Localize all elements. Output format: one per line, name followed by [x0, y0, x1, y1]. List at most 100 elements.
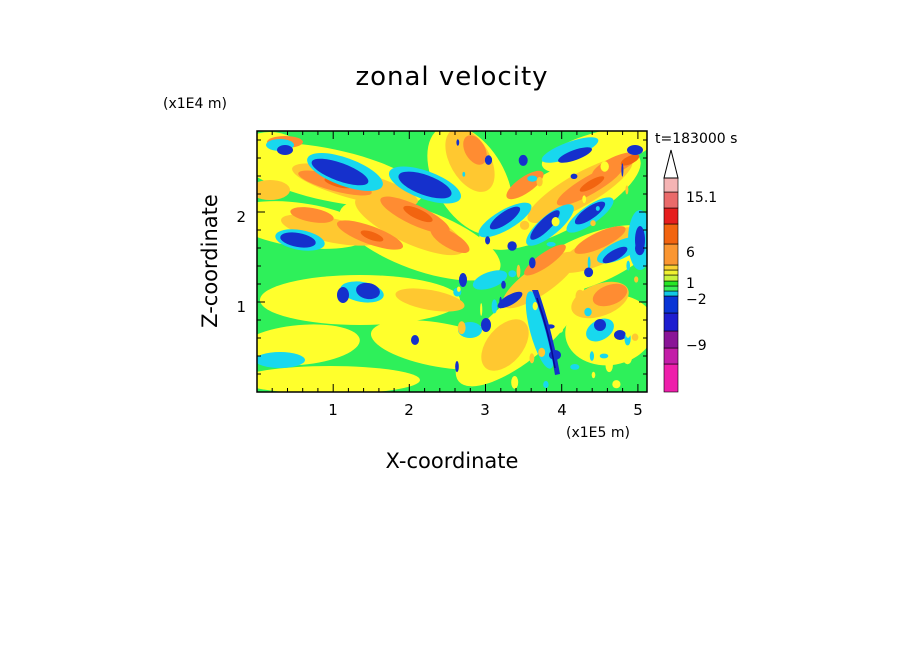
colorbar-label: 15.1 [686, 190, 717, 206]
colorbar-segment [663, 223, 679, 245]
speckle [570, 364, 580, 370]
yellow-region [257, 366, 420, 392]
speckle [557, 327, 563, 333]
gold-region [481, 319, 529, 371]
speckle [529, 353, 535, 364]
colorbar-segment [663, 243, 679, 266]
speckle [623, 351, 632, 365]
blue-region [356, 282, 380, 300]
cyan-region [525, 291, 555, 369]
speckle [584, 267, 594, 278]
colorbar-segment [663, 363, 679, 393]
plot-area [256, 130, 648, 393]
y-axis-title: Z-coordinate [198, 194, 222, 328]
orange-region [574, 226, 626, 254]
y-tick-label: 2 [236, 208, 246, 226]
blue-streak-core [536, 297, 556, 369]
y-unit-label: (x1E4 m) [163, 96, 227, 112]
colorbar-segment [663, 347, 679, 365]
speckle [463, 194, 474, 201]
x-tick-label: 5 [633, 401, 643, 419]
colorbar-segment [663, 312, 679, 332]
speckle [455, 361, 459, 373]
speckle [500, 316, 506, 323]
blue-region [337, 287, 349, 303]
colorbar-segment [663, 285, 679, 292]
orange-region [430, 227, 470, 253]
colorbar-segment [663, 290, 679, 297]
x-tick-label: 1 [328, 401, 338, 419]
speckle [484, 155, 493, 165]
colorbar-segment [663, 274, 679, 282]
colorbar-segment [663, 207, 679, 225]
chart-title: zonal velocity [355, 62, 548, 92]
colorbar-segment [663, 269, 679, 276]
speckle [590, 220, 596, 227]
x-axis-title: X-coordinate [386, 449, 519, 473]
speckle [626, 260, 630, 271]
red-region [360, 230, 384, 242]
velocity-field [257, 131, 647, 392]
red-region [403, 205, 433, 223]
speckle [546, 324, 555, 329]
blue-region [459, 273, 467, 287]
speckle [532, 302, 538, 311]
speckle [621, 163, 624, 177]
speckle [456, 139, 460, 146]
speckle [625, 185, 629, 195]
speckle [507, 241, 517, 251]
speckle [587, 256, 591, 270]
orange-region [592, 283, 628, 307]
axis-ticks [257, 131, 647, 392]
speckle [462, 171, 466, 177]
speckle [457, 286, 461, 292]
speckle [516, 264, 521, 278]
speckle [605, 358, 613, 373]
speckle [575, 289, 585, 303]
colorbar-label: 6 [686, 245, 695, 261]
speckle [480, 303, 483, 316]
blue-region [497, 291, 523, 309]
speckle [491, 273, 500, 285]
speckle [635, 241, 645, 256]
speckle [595, 206, 600, 211]
blue-region [627, 145, 643, 155]
speckle [612, 380, 621, 389]
gold-region [558, 227, 642, 273]
speckle [625, 325, 631, 338]
x-tick-label: 4 [557, 401, 567, 419]
speckle [501, 280, 506, 289]
speckle [591, 371, 596, 379]
speckle [485, 236, 491, 245]
y-tick-label: 1 [236, 298, 246, 316]
colorbar-segment [663, 295, 679, 314]
speckle [511, 376, 519, 389]
speckle [582, 195, 587, 204]
speckle [457, 321, 466, 335]
blue-region [530, 210, 560, 240]
gold-region [395, 288, 465, 312]
x-unit-label: (x1E5 m) [566, 425, 630, 441]
time-label: t=183000 s [655, 131, 737, 147]
gold-region [257, 180, 290, 200]
speckle [508, 270, 517, 278]
cyan-region [472, 270, 508, 290]
colorbar-segment [663, 264, 679, 271]
speckle [634, 276, 639, 283]
speckle [527, 175, 538, 182]
plot-frame [256, 130, 648, 393]
red-region [620, 154, 640, 166]
colorbar-label: 1 [686, 276, 695, 292]
colorbar-segment [663, 280, 679, 287]
blue-region [411, 335, 419, 345]
blue-region [277, 145, 293, 155]
blue-region [614, 330, 626, 340]
speckle [536, 176, 543, 187]
orange-region [524, 244, 566, 276]
speckle [600, 161, 609, 172]
blue-region [594, 319, 606, 331]
speckle [519, 220, 530, 230]
blue-region [311, 158, 369, 186]
blue-region [481, 318, 491, 332]
